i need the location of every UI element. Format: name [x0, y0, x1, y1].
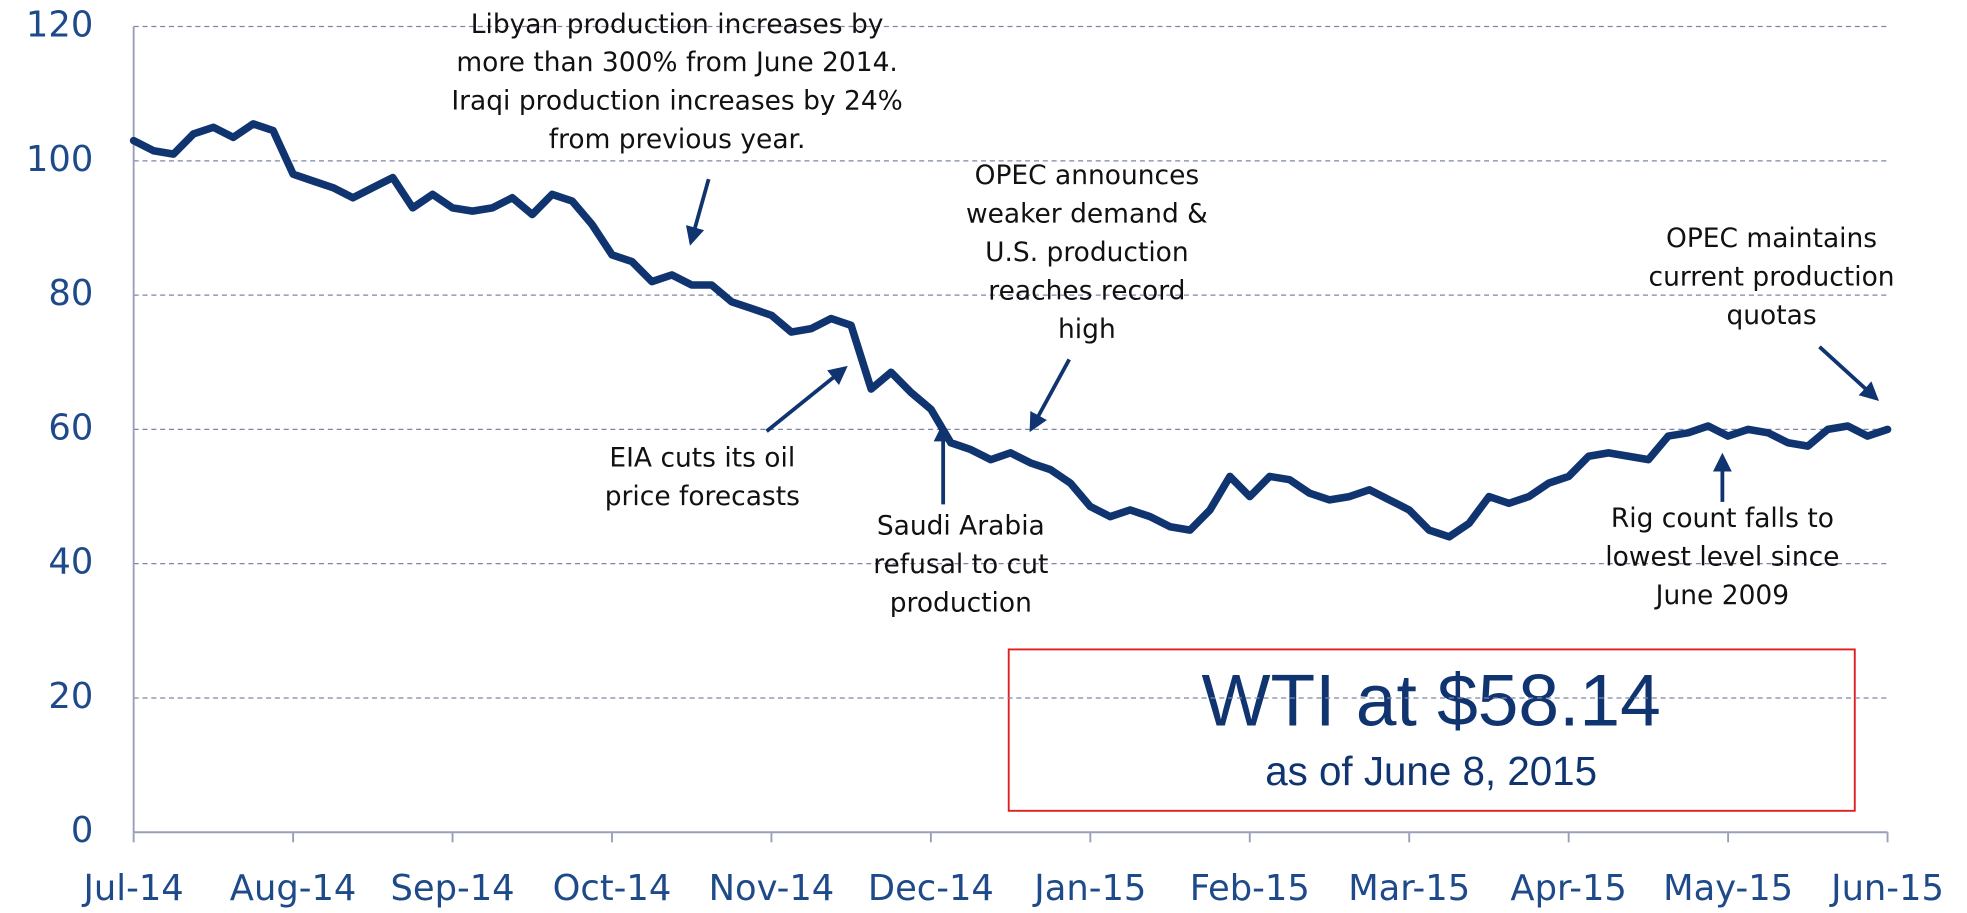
- annotation-text: more than 300% from June 2014.: [456, 47, 897, 78]
- annotation-text: refusal to cut: [873, 549, 1048, 580]
- y-tick-label: 20: [48, 676, 93, 717]
- price-line: [129, 120, 1892, 541]
- x-tick-label: Jun-15: [1829, 868, 1944, 909]
- y-tick-label: 40: [48, 542, 93, 583]
- y-tick-label: 80: [48, 273, 93, 314]
- callout-subline: as of June 8, 2015: [1265, 748, 1597, 794]
- x-tick-label: Mar-15: [1348, 868, 1470, 909]
- x-tick-label: Feb-15: [1190, 868, 1310, 909]
- y-tick-label: 120: [26, 5, 93, 46]
- annotation-arrow: [1029, 358, 1071, 433]
- annotation-text: Rig count falls to: [1611, 503, 1834, 534]
- annotation-text: price forecasts: [605, 481, 800, 512]
- annotation-text: Iraqi production increases by 24%: [451, 86, 903, 117]
- x-tick-label: Aug-14: [230, 868, 357, 909]
- annotation-text: current production: [1649, 262, 1895, 293]
- annotation-arrow: [685, 178, 711, 246]
- annotation-text: lowest level since: [1605, 542, 1839, 573]
- y-tick-label: 60: [48, 407, 93, 448]
- annotation-text: June 2009: [1654, 580, 1789, 611]
- annotation-text: OPEC maintains: [1666, 223, 1877, 254]
- x-tick-label: Jan-15: [1032, 868, 1146, 909]
- callout-headline: WTI at $58.14: [1201, 660, 1660, 741]
- annotation-text: U.S. production: [985, 237, 1189, 268]
- annotation-text: quotas: [1726, 300, 1816, 331]
- annotation-arrow: [1818, 345, 1880, 402]
- annotation-text: OPEC announces: [975, 160, 1200, 191]
- y-tick-label: 100: [26, 139, 93, 180]
- x-tick-label: Nov-14: [709, 868, 835, 909]
- x-tick-label: Oct-14: [553, 868, 672, 909]
- annotation-arrow: [765, 365, 848, 433]
- annotation-text: Saudi Arabia: [877, 511, 1045, 542]
- x-tick-label: Sep-14: [390, 868, 514, 909]
- x-tick-label: Jul-14: [82, 868, 184, 909]
- callout-box: [1007, 648, 1856, 812]
- annotation-text: Libyan production increases by: [471, 9, 884, 40]
- annotation-text: EIA cuts its oil: [609, 443, 795, 474]
- annotation-text: weaker demand &: [966, 199, 1208, 230]
- annotation-text: reaches record: [988, 275, 1185, 306]
- annotation-text: from previous year.: [549, 124, 806, 155]
- x-tick-label: Dec-14: [868, 868, 994, 909]
- x-tick-label: May-15: [1663, 868, 1793, 909]
- y-tick-label: 0: [71, 810, 93, 851]
- annotation-text: production: [890, 588, 1032, 619]
- x-tick-label: Apr-15: [1510, 868, 1626, 909]
- annotation-text: high: [1058, 314, 1116, 345]
